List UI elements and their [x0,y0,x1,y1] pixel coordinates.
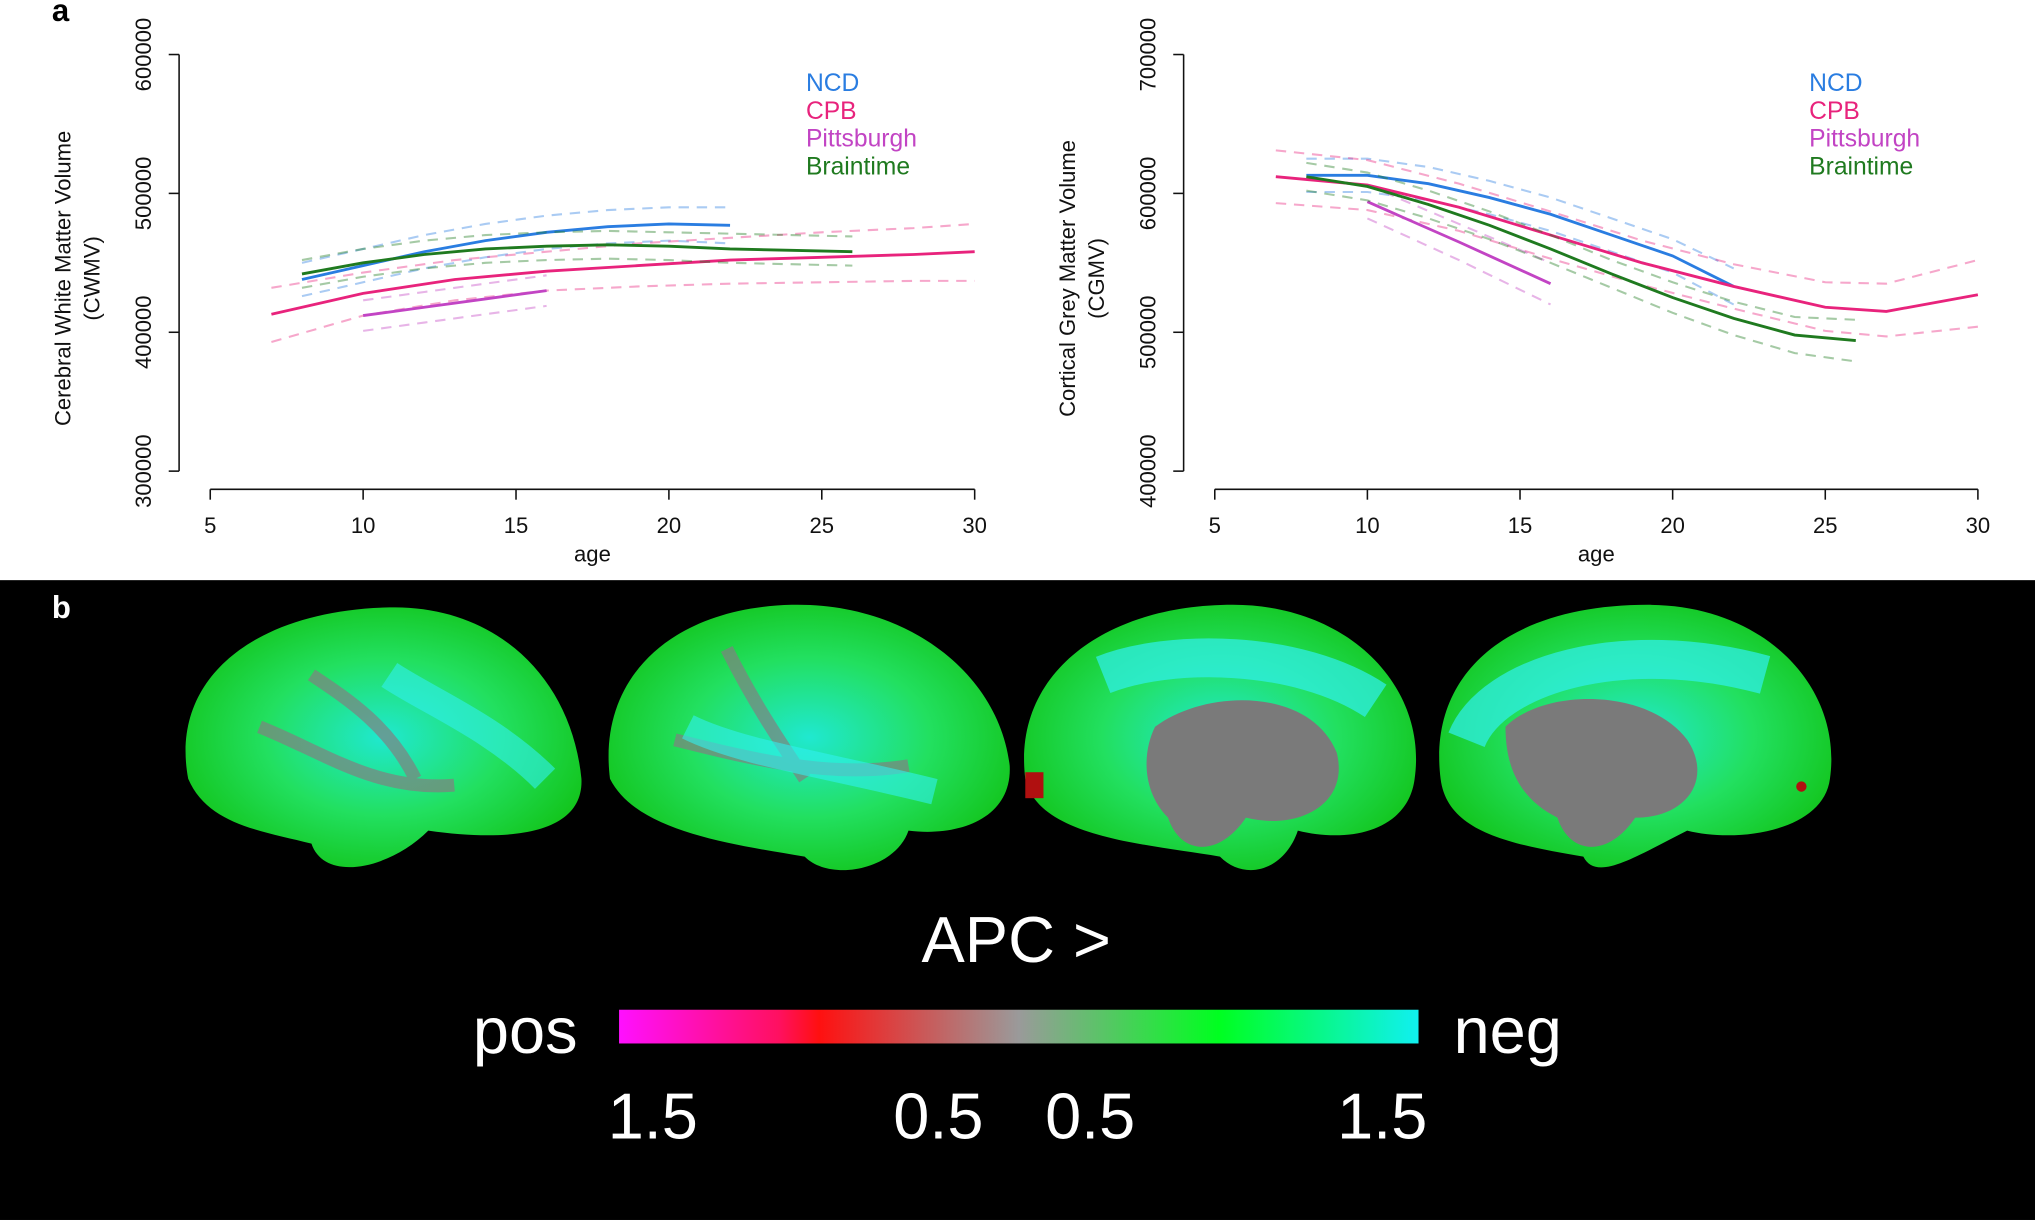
colorbar-left-label: pos [473,994,578,1067]
colorbar-tick-label: 0.5 [1045,1079,1135,1152]
confidence-band [301,257,853,289]
colorbar-right-label: neg [1454,994,1562,1067]
x-tick-label: 5 [204,513,216,538]
series-line [1306,173,1735,288]
brain-medial-left [1024,604,1417,871]
colorbar-tick-label: 0.5 [893,1079,983,1152]
legend-entry: Braintime [806,154,910,181]
y-tick-label: 500000 [1136,295,1161,369]
x-axis-label: age [574,541,611,566]
y-axis-label: Cerebral White Matter Volume [51,131,76,426]
brain-lateral-right [608,604,1010,871]
colorbar-tick-label: 1.5 [1337,1079,1427,1152]
x-tick-label: 25 [1813,513,1838,538]
brain-lateral-left [185,607,582,868]
y-tick-label: 600000 [1136,157,1161,231]
x-tick-label: 30 [962,513,987,538]
confidence-band [362,304,547,332]
confidence-band [1366,217,1551,306]
confidence-band [1275,149,1979,285]
confidence-band [1306,157,1735,270]
confidence-band [1366,184,1551,264]
y-tick-label: 600000 [131,18,156,92]
legend-entry: NCD [1809,70,1862,97]
colorbar-title: APC > [922,903,1111,976]
legend-entry: Pittsburgh [806,126,917,153]
x-tick-label: 20 [1660,513,1685,538]
y-tick-label: 400000 [131,295,156,369]
panel-label: b [52,590,71,625]
y-tick-label: 500000 [131,157,156,231]
colorbar-gradient [619,1009,1419,1044]
legend-entry: Braintime [1809,154,1913,181]
panel-a-background [0,0,2035,581]
line-chart: 5 10 15 20 25 30 age 400000 500000 600000 700000 Co… [1055,18,1990,567]
series-line [301,243,853,276]
x-tick-label: 25 [810,513,835,538]
legend-entry: Pittsburgh [1809,126,1920,153]
colorbar-tick-label: 1.5 [608,1079,698,1152]
colorbar: APC > pos neg [473,903,1562,1067]
confidence-band [301,239,731,298]
series-line [271,250,975,316]
line-chart: 5 10 15 20 25 30 age 300000 400000 500000 600000 Ce… [51,18,987,567]
y-axis-label: (CWMV) [79,236,104,320]
series-line [1366,200,1552,285]
x-tick-label: 15 [1508,513,1533,538]
brain-medial-right [1439,604,1832,868]
x-axis-label: age [1578,541,1615,566]
series-line [1275,175,1979,313]
y-tick-label: 400000 [1136,434,1161,508]
confidence-band [301,206,731,264]
confidence-band [1306,189,1856,363]
y-axis-label: Cortical Grey Matter Volume [1055,140,1080,417]
legend-entry: CPB [1809,98,1860,125]
confidence-band [1306,161,1856,321]
panel-label: a [52,0,70,28]
x-tick-label: 30 [1966,513,1991,538]
x-tick-label: 10 [351,513,376,538]
brain-views [185,604,1832,871]
legend-entry: NCD [806,70,859,97]
confidence-band [1275,202,1979,338]
x-tick-label: 5 [1209,513,1221,538]
x-tick-label: 10 [1355,513,1380,538]
series-line [301,222,731,281]
legend-entry: CPB [806,98,857,125]
y-tick-label: 700000 [1136,18,1161,92]
series-line [362,289,547,318]
confidence-band [301,229,853,262]
x-tick-label: 15 [504,513,529,538]
y-tick-label: 300000 [131,434,156,508]
confidence-band [271,222,975,289]
confidence-band [362,274,547,302]
series-line [1306,175,1856,343]
y-axis-label: (CGMV) [1084,238,1109,319]
confidence-band [271,279,975,343]
x-tick-label: 20 [657,513,682,538]
